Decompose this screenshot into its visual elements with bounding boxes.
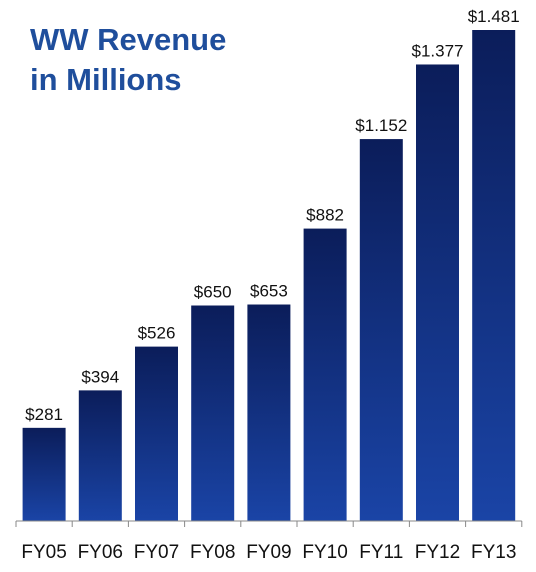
bar-fy12	[416, 64, 459, 522]
value-label-fy11: $1.152	[355, 116, 407, 135]
value-label-fy06: $394	[81, 367, 119, 386]
bar-fy09	[247, 304, 291, 521]
value-label-fy07: $526	[138, 324, 176, 343]
category-label-fy07: FY07	[134, 542, 179, 563]
category-label-fy05: FY05	[21, 542, 66, 563]
chart-title-line-2: in Millions	[30, 62, 182, 97]
chart-title: WW Revenue in Millions	[30, 20, 350, 100]
value-label-fy12: $1.377	[412, 41, 464, 60]
bar-fy07	[135, 346, 178, 521]
bar-fy05	[22, 427, 66, 521]
category-label-fy06: FY06	[78, 542, 123, 563]
value-label-fy13: $1.481	[468, 7, 520, 26]
chart-title-line-1: WW Revenue	[30, 22, 227, 57]
value-label-fy09: $653	[250, 282, 288, 301]
category-label-fy11: FY11	[359, 542, 403, 563]
bar-fy10	[303, 228, 347, 521]
category-labels-group: FY05 FY06 FY07 FY08 FY09 FY10 FY11 FY12 FY13	[21, 542, 516, 563]
category-label-fy09: FY09	[246, 542, 291, 563]
value-labels-group: $281 $394 $526 $650 $653 $882 $1.152 $1.377$1.4…	[25, 7, 520, 424]
category-label-fy08: FY08	[190, 542, 235, 563]
bars-group	[22, 30, 516, 522]
category-label-fy10: FY10	[302, 542, 347, 563]
category-label-fy13: FY13	[471, 542, 516, 563]
value-label-fy10: $882	[306, 206, 344, 225]
value-label-fy08: $650	[194, 283, 232, 302]
category-label-fy12: FY12	[415, 542, 460, 563]
value-label-fy05: $281	[25, 405, 63, 424]
bar-fy08	[191, 305, 235, 521]
x-axis	[15, 520, 523, 527]
bar-fy11	[359, 139, 403, 521]
bar-fy13	[472, 30, 516, 521]
bar-fy06	[78, 390, 122, 521]
